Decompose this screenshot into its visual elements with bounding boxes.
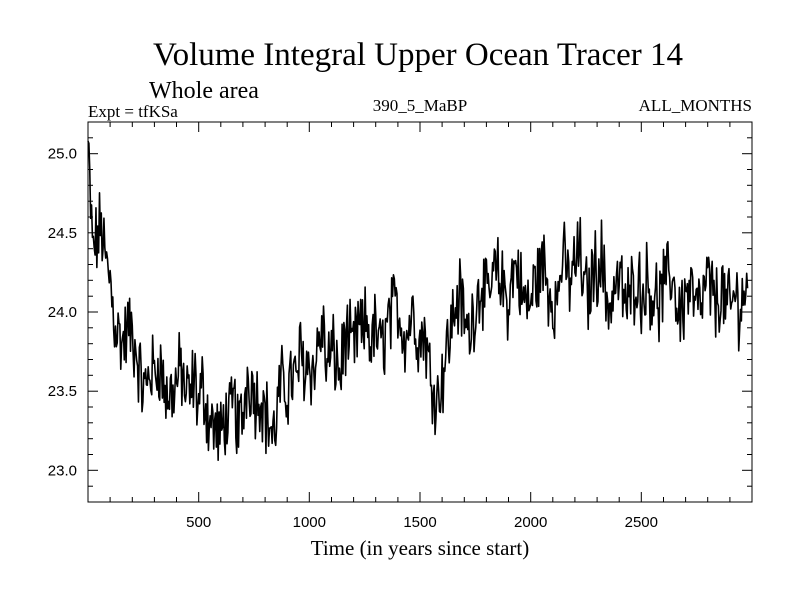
chart-subtitle: Whole area — [149, 78, 259, 104]
x-tick-label: 500 — [186, 514, 211, 531]
x-axis-label: Time (in years since start) — [311, 536, 530, 560]
x-tick-label: 2500 — [625, 514, 658, 531]
y-tick-label: 24.0 — [48, 304, 77, 321]
x-tick-label: 1000 — [293, 514, 326, 531]
y-tick-label: 23.5 — [48, 383, 77, 400]
y-tick-labels: 23.0 23.5 24.0 24.5 25.0 — [48, 146, 77, 480]
y-tick-label: 23.0 — [48, 462, 77, 479]
x-tick-label: 2000 — [514, 514, 547, 531]
months-label: ALL_MONTHS — [639, 96, 752, 115]
period-label: 390_5_MaBP — [373, 96, 467, 115]
chart-title: Volume Integral Upper Ocean Tracer 14 — [153, 37, 683, 73]
y-tick-label: 25.0 — [48, 146, 77, 163]
axis-ticks — [88, 122, 752, 502]
y-tick-label: 24.5 — [48, 225, 77, 242]
series-line — [87, 140, 749, 462]
x-tick-label: 1500 — [403, 514, 436, 531]
x-tick-labels: 500 1000 1500 2000 2500 — [186, 514, 658, 531]
series-layer — [87, 140, 749, 462]
experiment-label: Expt = tfKSa — [88, 102, 178, 121]
